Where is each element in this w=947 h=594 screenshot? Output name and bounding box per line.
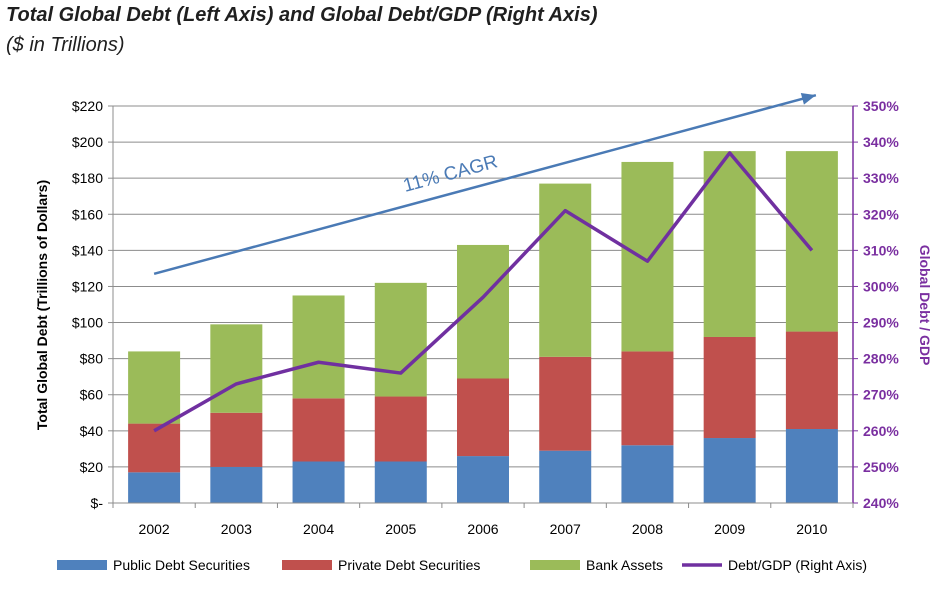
y-tick-label: $40 bbox=[80, 423, 104, 439]
legend-swatch-bank-assets bbox=[530, 560, 580, 570]
y2-tick-label: 290% bbox=[863, 315, 899, 331]
legend-label-bank-assets: Bank Assets bbox=[586, 557, 663, 573]
y-tick-label: $160 bbox=[72, 206, 103, 222]
y2-tick-label: 250% bbox=[863, 459, 899, 475]
y-tick-label: $120 bbox=[72, 278, 103, 294]
bar-private-debt-securities-2005 bbox=[374, 396, 427, 462]
y2-tick-label: 300% bbox=[863, 278, 899, 294]
cagr-label: 11% CAGR bbox=[401, 151, 500, 197]
chart-title: Total Global Debt (Left Axis) and Global… bbox=[6, 4, 598, 26]
y-tick-label: $140 bbox=[72, 242, 103, 258]
x-tick-label: 2005 bbox=[385, 521, 416, 537]
bar-bank-assets-2005 bbox=[374, 282, 427, 397]
debt-gdp-polyline bbox=[153, 151, 814, 433]
x-tick-label: 2007 bbox=[550, 521, 581, 537]
bar-series bbox=[128, 151, 838, 503]
debt-gdp-line bbox=[153, 151, 814, 433]
cagr-arrow-head bbox=[800, 93, 816, 105]
bar-private-debt-securities-2008 bbox=[621, 351, 674, 446]
bar-public-debt-securities-2010 bbox=[785, 429, 838, 503]
y-tick-label: $100 bbox=[72, 315, 103, 331]
bar-private-debt-securities-2009 bbox=[703, 336, 756, 439]
y2-tick-label: 260% bbox=[863, 423, 899, 439]
bar-bank-assets-2008 bbox=[621, 161, 674, 352]
x-tick-label: 2003 bbox=[221, 521, 252, 537]
bar-bank-assets-2010 bbox=[785, 151, 838, 332]
bar-private-debt-securities-2004 bbox=[292, 398, 345, 462]
y-tick-label: $- bbox=[91, 495, 104, 511]
bar-public-debt-securities-2007 bbox=[539, 450, 592, 503]
bar-public-debt-securities-2009 bbox=[703, 438, 756, 503]
bar-public-debt-securities-2008 bbox=[621, 445, 674, 503]
y-axis-title: Total Global Debt (Trillions of Dollars) bbox=[34, 180, 50, 430]
y2-tick-label: 320% bbox=[863, 206, 899, 222]
y-tick-label: $60 bbox=[80, 387, 104, 403]
legend: Public Debt Securities Private Debt Secur… bbox=[57, 557, 867, 573]
bar-public-debt-securities-2004 bbox=[292, 461, 345, 503]
bar-bank-assets-2003 bbox=[210, 324, 263, 413]
bar-private-debt-securities-2002 bbox=[128, 423, 181, 473]
y-tick-label: $220 bbox=[72, 98, 103, 114]
bar-private-debt-securities-2007 bbox=[539, 356, 592, 451]
y2-axis-title: Global Debt / GDP bbox=[917, 245, 933, 366]
y2-tick-label: 240% bbox=[863, 495, 899, 511]
tick-labels: $- $20 $40 $60 $80 $100 $120 $140 $160 $180 $200 $2… bbox=[72, 98, 900, 537]
y-tick-label: $20 bbox=[80, 459, 104, 475]
x-tick-label: 2006 bbox=[467, 521, 498, 537]
cagr-arrow-line bbox=[153, 93, 817, 276]
legend-label-private-debt-securities: Private Debt Securities bbox=[338, 557, 480, 573]
y2-tick-label: 330% bbox=[863, 170, 899, 186]
x-tick-label: 2010 bbox=[796, 521, 827, 537]
y-tick-label: $200 bbox=[72, 134, 103, 150]
y2-tick-label: 340% bbox=[863, 134, 899, 150]
x-tick-label: 2002 bbox=[139, 521, 170, 537]
y2-tick-label: 310% bbox=[863, 242, 899, 258]
legend-swatch-private-debt-securities bbox=[282, 560, 332, 570]
bar-public-debt-securities-2006 bbox=[457, 456, 509, 503]
axes bbox=[108, 105, 858, 508]
bar-public-debt-securities-2005 bbox=[374, 461, 427, 503]
x-tick-label: 2008 bbox=[632, 521, 663, 537]
legend-swatch-public-debt-securities bbox=[57, 560, 107, 570]
legend-label-public-debt-securities: Public Debt Securities bbox=[113, 557, 250, 573]
bar-bank-assets-2002 bbox=[128, 351, 181, 424]
y-tick-label: $80 bbox=[80, 351, 104, 367]
bar-public-debt-securities-2002 bbox=[128, 472, 181, 503]
legend-label-debt-gdp-right-axis-: Debt/GDP (Right Axis) bbox=[728, 557, 867, 573]
y-tick-label: $180 bbox=[72, 170, 103, 186]
bar-bank-assets-2009 bbox=[703, 151, 756, 337]
x-tick-label: 2009 bbox=[714, 521, 745, 537]
x-tick-label: 2004 bbox=[303, 521, 334, 537]
y2-tick-label: 350% bbox=[863, 98, 899, 114]
bar-bank-assets-2004 bbox=[292, 295, 345, 399]
bar-public-debt-securities-2003 bbox=[210, 466, 263, 503]
chart-subtitle: ($ in Trillions) bbox=[6, 34, 125, 56]
bar-private-debt-securities-2010 bbox=[785, 331, 838, 430]
y2-tick-label: 270% bbox=[863, 387, 899, 403]
y2-tick-label: 280% bbox=[863, 351, 899, 367]
bar-private-debt-securities-2006 bbox=[457, 378, 509, 457]
bar-private-debt-securities-2003 bbox=[210, 412, 263, 467]
